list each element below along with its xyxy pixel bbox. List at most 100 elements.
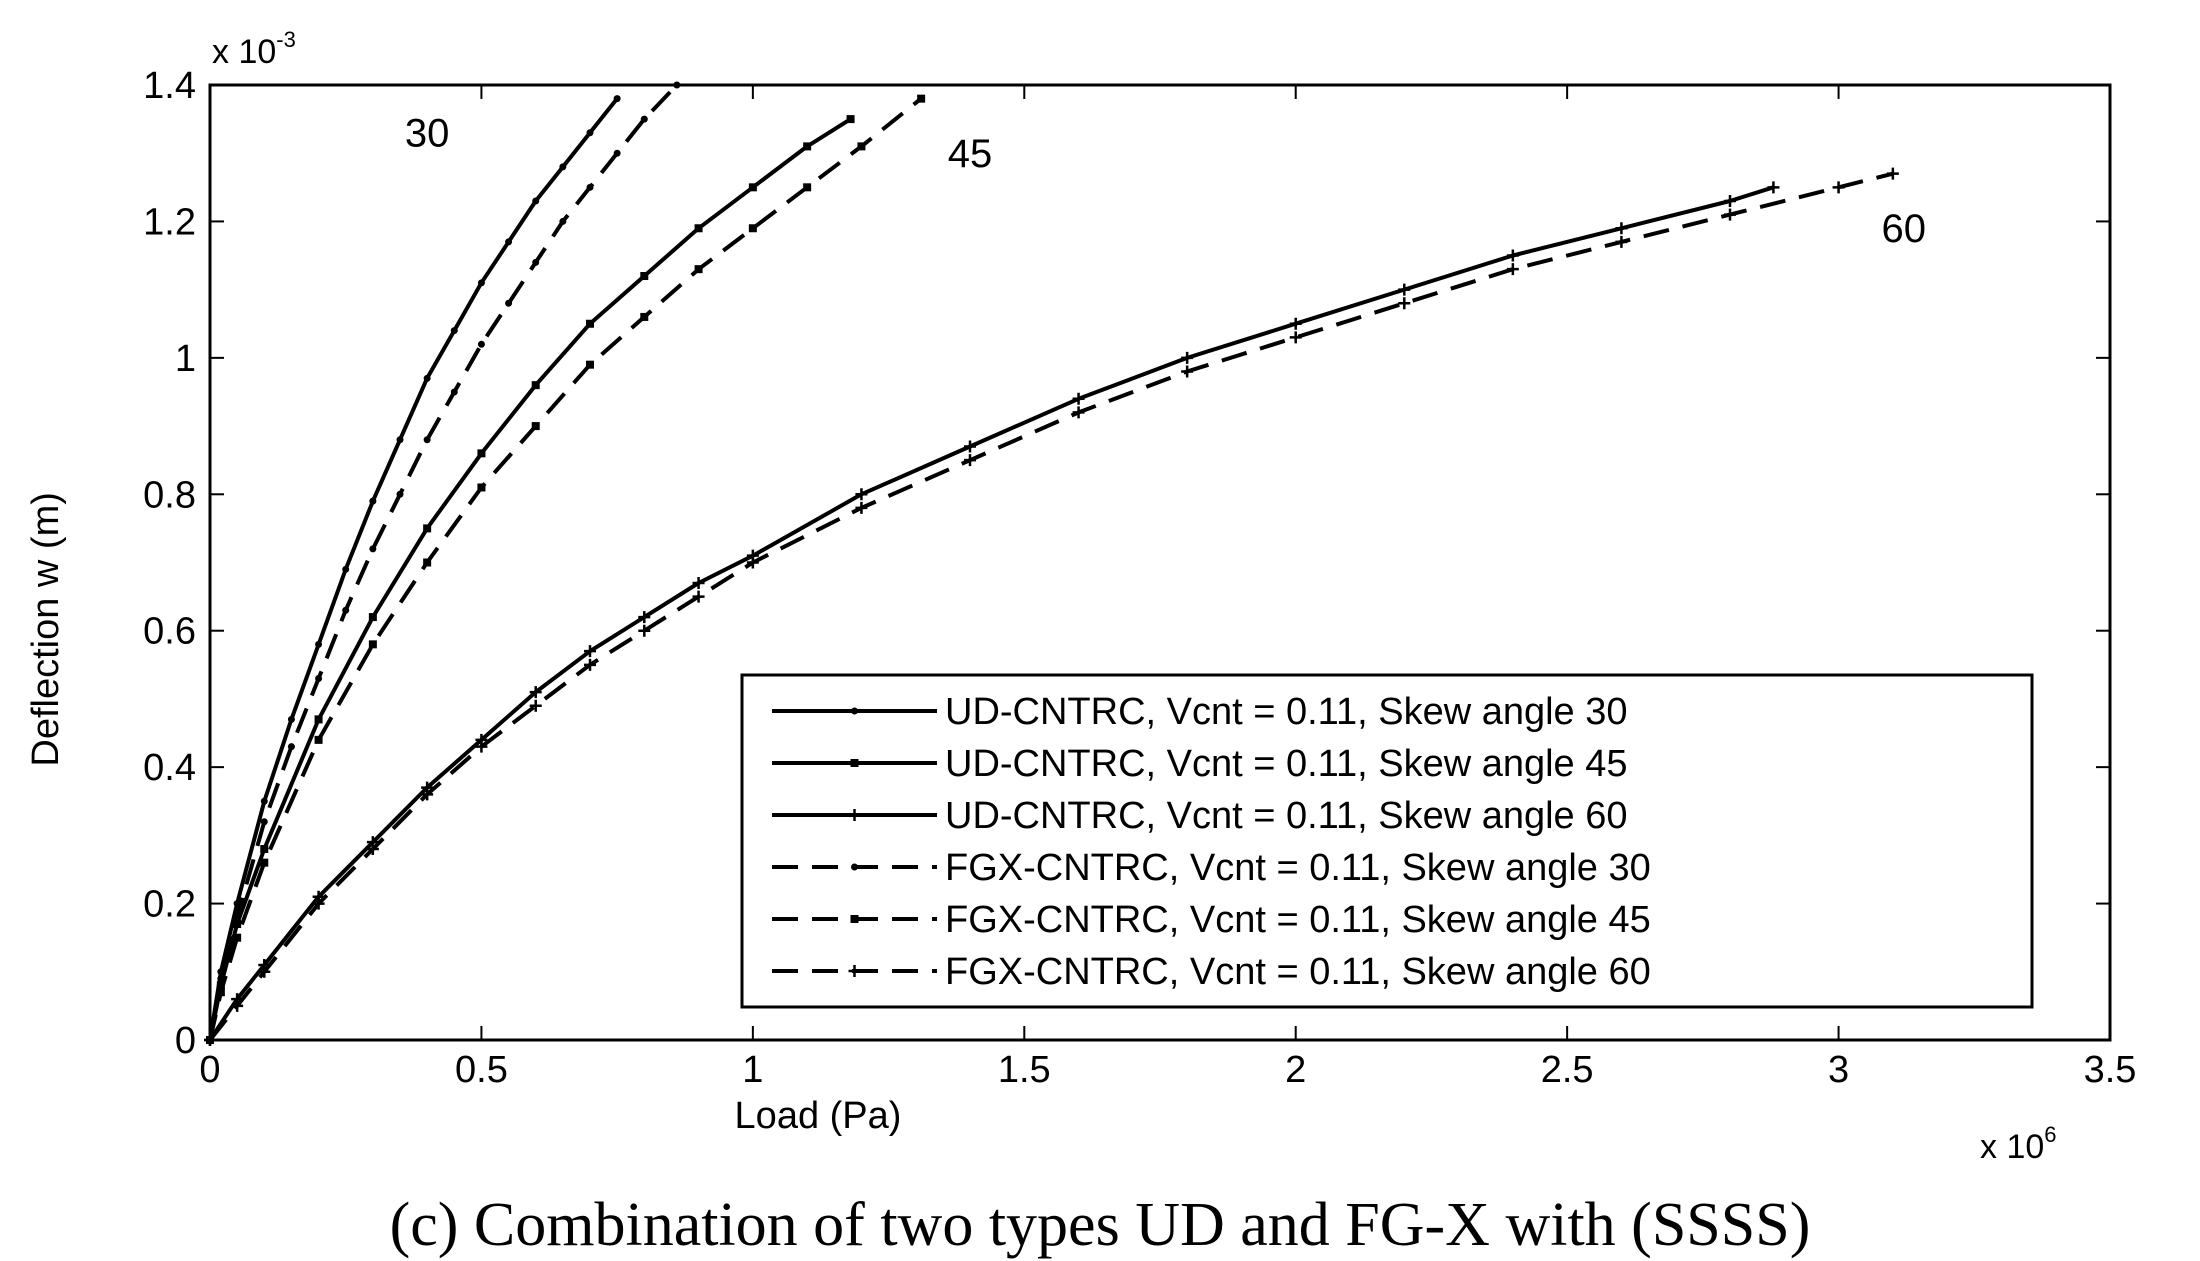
series-6: [204, 167, 1899, 1046]
legend-label: UD-CNTRC, Vcnt = 0.11, Skew angle 60: [945, 795, 1628, 837]
data-point: [233, 933, 242, 942]
data-point: [640, 115, 648, 123]
data-point: [450, 327, 458, 335]
data-point: [477, 483, 486, 492]
data-point: [216, 988, 225, 997]
y-tick-label: 0.6: [143, 611, 196, 653]
series-5: [206, 94, 926, 1044]
data-point: [850, 915, 859, 923]
data-point: [1615, 222, 1628, 235]
data-point: [260, 818, 268, 826]
data-point: [477, 340, 485, 348]
data-point: [450, 388, 458, 396]
legend-label: UD-CNTRC, Vcnt = 0.11, Skew angle 45: [945, 743, 1628, 785]
data-point: [1181, 351, 1194, 364]
data-point: [848, 965, 861, 977]
y-tick-label: 0.2: [143, 884, 196, 926]
x-tick-label: 1: [742, 1049, 763, 1091]
data-point: [855, 501, 868, 514]
legend-label: UD-CNTRC, Vcnt = 0.11, Skew angle 30: [945, 691, 1628, 733]
data-point: [1398, 297, 1411, 310]
data-point: [233, 920, 242, 929]
data-point: [586, 129, 594, 137]
y-exponent-power: -3: [276, 27, 296, 52]
data-point: [1886, 167, 1899, 180]
data-point: [613, 149, 621, 157]
x-tick-label: 0.5: [455, 1049, 508, 1091]
data-point: [1072, 406, 1085, 419]
data-point: [692, 590, 705, 603]
figure-caption: (c) Combination of two types UD and FG-X…: [390, 1191, 1811, 1259]
data-point: [529, 699, 542, 712]
data-point: [505, 299, 513, 307]
legend-box: [740, 673, 2034, 1009]
data-point: [423, 558, 432, 567]
data-point: [803, 142, 812, 151]
y-tick-label: 0: [175, 1020, 196, 1062]
data-point: [692, 576, 705, 589]
data-point: [260, 797, 268, 805]
data-point: [231, 999, 244, 1012]
data-point: [640, 312, 649, 321]
data-point: [396, 490, 404, 498]
data-point: [477, 449, 486, 458]
data-point: [287, 715, 295, 723]
data-point: [638, 611, 651, 624]
data-point: [559, 217, 567, 225]
data-point: [1181, 365, 1194, 378]
data-point: [1506, 249, 1519, 262]
data-point: [368, 640, 377, 649]
data-point: [342, 565, 350, 573]
data-point: [846, 115, 855, 124]
data-point: [917, 94, 926, 103]
data-point: [315, 640, 323, 648]
x-tick-label: 2.5: [1541, 1049, 1594, 1091]
y-tick-label: 0.8: [143, 474, 196, 516]
data-point: [505, 238, 513, 246]
data-point: [964, 440, 976, 453]
data-point: [586, 360, 594, 369]
data-point: [850, 759, 859, 767]
data-point: [1289, 331, 1302, 344]
y-tick-label: 1.4: [143, 65, 196, 107]
y-axis-ticks: 0 0.2 0.4 0.6 0.8 1 1.2 1.4: [143, 65, 2110, 1062]
x-exponent-power: 6: [2044, 1122, 2056, 1147]
plot-frame: [208, 83, 2112, 1042]
data-point: [584, 658, 596, 671]
data-point: [366, 843, 379, 855]
x-tick-label: 3: [1828, 1049, 1849, 1091]
y-exponent-base: x 10: [212, 33, 276, 71]
data-point: [368, 613, 377, 622]
data-point: [748, 224, 757, 233]
data-point: [233, 913, 241, 921]
data-point: [559, 163, 567, 171]
legend-label: FGX-CNTRC, Vcnt = 0.11, Skew angle 60: [945, 951, 1651, 993]
data-point: [423, 524, 432, 533]
data-point: [1724, 194, 1736, 207]
y-axis-label: Deflection w (m): [25, 492, 67, 767]
data-point: [314, 715, 323, 724]
data-point: [613, 95, 621, 103]
data-point: [475, 740, 488, 753]
data-point: [1289, 317, 1302, 330]
data-point: [532, 258, 540, 266]
series-4: [206, 81, 681, 1044]
x-axis-label: Load (Pa): [735, 1095, 902, 1137]
data-point: [260, 845, 269, 853]
data-point: [1724, 208, 1736, 221]
data-point: [584, 645, 596, 658]
data-point: [477, 279, 485, 287]
curve-annotations: 30 45 60: [405, 111, 1926, 251]
data-point: [423, 374, 431, 382]
x-axis-exponent: x 106: [1980, 1122, 2057, 1166]
x-axis-ticks: 0 0.5 1 1.5 2 2.5 3 3.5: [199, 85, 2136, 1091]
data-point: [851, 863, 858, 871]
data-point: [586, 183, 594, 191]
x-tick-label: 1.5: [998, 1049, 1051, 1091]
series-line: [208, 97, 923, 1041]
curve-annotation: 30: [405, 111, 450, 155]
data-point: [857, 142, 866, 151]
data-point: [287, 743, 295, 751]
data-point: [803, 183, 812, 192]
